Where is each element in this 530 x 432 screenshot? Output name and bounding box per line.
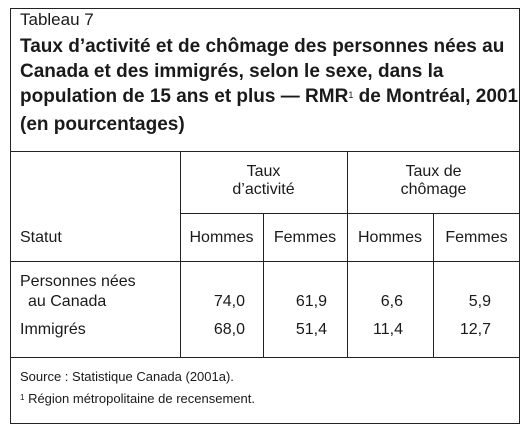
col-divider-3 — [347, 151, 348, 357]
footnote-marker: 1 — [20, 393, 25, 402]
row-label-continued: au Canada — [28, 293, 107, 310]
header-group-activity-line2: d’activité — [232, 181, 295, 198]
footnote-text: Région métropolitaine de recensement. — [24, 391, 255, 406]
table-cell: 51,4 — [295, 321, 327, 338]
header-group-unemployment: Taux de chômage — [347, 163, 520, 199]
table-cell: 74,0 — [213, 293, 245, 310]
header-stub: Statut — [20, 229, 62, 246]
table-label: Tableau 7 — [20, 10, 94, 29]
title-main: Taux d’activité et de chômage des person… — [20, 36, 505, 107]
row-label: Personnes nées — [20, 273, 136, 290]
table-title: Taux d’activité et de chômage des person… — [20, 34, 520, 137]
header-col: Femmes — [273, 229, 337, 246]
title-end: de Montréal, 2001 (en pourcentages) — [20, 86, 519, 135]
row-label: Immigrés — [20, 321, 86, 338]
header-col: Hommes — [357, 229, 422, 246]
header-group-activity-line1: Taux — [246, 163, 281, 180]
header-col: Hommes — [189, 229, 254, 246]
header-group-unemployment-line1: Taux de — [405, 163, 462, 180]
rule-bottom — [10, 357, 520, 358]
header-group-unemployment-line2: chômage — [400, 181, 467, 198]
col-divider-4 — [433, 213, 434, 357]
table-cell: 5,9 — [468, 293, 491, 310]
source-note: Source : Statistique Canada (2001a). — [20, 369, 234, 384]
table-cell: 12,7 — [459, 321, 491, 338]
col-divider-2 — [263, 213, 264, 357]
table-cell: 6,6 — [380, 293, 403, 310]
rule-group — [180, 213, 520, 214]
table-cell: 61,9 — [295, 293, 327, 310]
header-group-activity: Taux d’activité — [180, 163, 347, 199]
rule-top — [10, 151, 520, 152]
title-footnote-marker: 1 — [348, 90, 354, 100]
col-divider-1 — [180, 151, 181, 357]
table-cell: 68,0 — [213, 321, 245, 338]
footnote: 1 Région métropolitaine de recensement. — [20, 391, 255, 406]
rule-header — [10, 261, 520, 262]
header-col: Femmes — [445, 229, 508, 246]
table-cell: 11,4 — [373, 321, 403, 338]
table-frame — [10, 8, 520, 424]
